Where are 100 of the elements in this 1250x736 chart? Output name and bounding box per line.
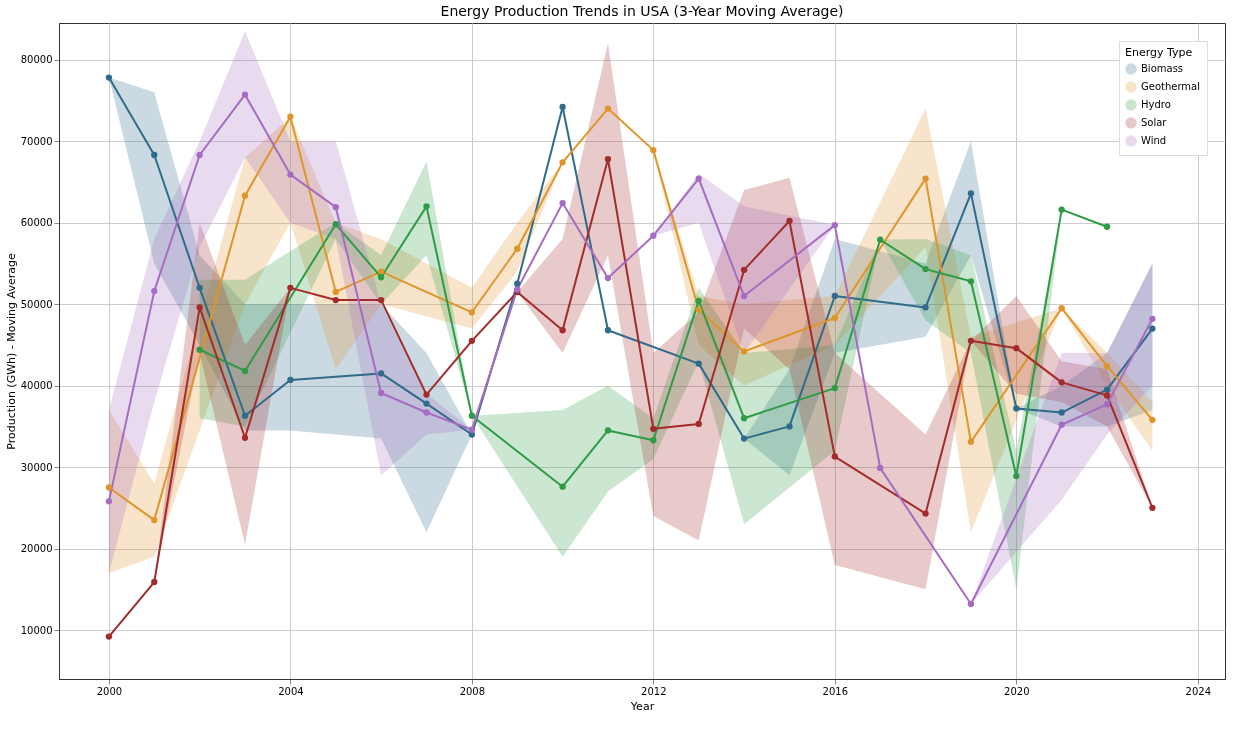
point <box>241 91 249 98</box>
point <box>1013 344 1020 352</box>
point <box>514 280 521 287</box>
point <box>151 516 158 524</box>
point <box>1058 421 1065 428</box>
point <box>1103 401 1111 408</box>
point <box>377 389 385 397</box>
point <box>604 105 612 112</box>
point <box>786 423 793 430</box>
point <box>332 204 339 211</box>
point <box>740 292 748 300</box>
point <box>740 415 748 422</box>
x-tick-label: 2024 <box>1185 685 1211 697</box>
point <box>1149 416 1156 424</box>
y-tick-label: 40000 <box>20 380 53 392</box>
point <box>241 367 249 375</box>
point <box>1103 392 1111 399</box>
point <box>559 199 566 207</box>
point <box>332 296 339 304</box>
point <box>423 391 430 398</box>
point <box>241 192 249 199</box>
point <box>650 232 657 239</box>
point <box>967 600 975 608</box>
point <box>468 412 476 419</box>
point <box>831 314 838 322</box>
legend-label: Geothermal <box>1141 81 1201 92</box>
y-tick-label: 70000 <box>20 135 53 147</box>
x-tick-label: 2008 <box>459 685 486 697</box>
point <box>695 175 702 182</box>
legend-title: Energy Type <box>1125 46 1193 59</box>
point <box>287 113 294 120</box>
point <box>423 409 430 416</box>
point <box>468 337 476 344</box>
point <box>468 426 476 433</box>
point <box>105 498 113 505</box>
point <box>786 217 793 225</box>
point <box>695 360 702 367</box>
point <box>377 274 385 281</box>
point <box>967 337 975 344</box>
legend-label: Hydro <box>1141 99 1171 110</box>
point <box>559 103 566 111</box>
point <box>377 268 385 275</box>
point <box>650 437 657 444</box>
point <box>196 151 203 159</box>
point <box>831 384 838 392</box>
point <box>423 203 430 210</box>
point <box>332 221 339 228</box>
point <box>423 400 430 407</box>
point <box>740 435 748 442</box>
point <box>604 427 612 434</box>
point <box>1058 305 1065 312</box>
point <box>105 484 113 491</box>
point <box>287 171 294 178</box>
y-tick-label: 20000 <box>20 543 53 555</box>
point <box>831 453 838 460</box>
y-tick-label: 50000 <box>20 298 53 310</box>
point <box>695 297 702 305</box>
point <box>514 245 521 252</box>
point <box>967 190 975 197</box>
legend-label: Wind <box>1141 135 1167 146</box>
point <box>1103 362 1111 370</box>
x-axis-title: Year <box>629 699 655 713</box>
x-tick-label: 2004 <box>278 685 304 697</box>
point <box>241 434 249 441</box>
point <box>1149 325 1156 332</box>
point <box>287 376 294 384</box>
x-tick-label: 2020 <box>1004 685 1030 697</box>
point <box>559 159 566 166</box>
point <box>967 438 975 446</box>
point <box>1058 379 1065 386</box>
point <box>740 348 748 355</box>
point <box>604 155 612 163</box>
point <box>877 236 884 243</box>
point <box>922 175 929 182</box>
point <box>831 221 838 229</box>
x-tick-label: 2012 <box>641 685 667 697</box>
point <box>967 278 975 285</box>
legend-label: Biomass <box>1141 63 1184 74</box>
point <box>151 151 158 159</box>
y-tick-label: 60000 <box>20 217 53 229</box>
chart-title: Energy Production Trends in USA (3-Year Moving Average) <box>440 3 844 19</box>
point <box>1103 386 1111 393</box>
point <box>151 287 158 295</box>
point <box>922 304 929 311</box>
x-tick-label: 2016 <box>822 685 849 697</box>
point <box>1149 315 1156 322</box>
point <box>604 327 612 334</box>
point <box>831 292 838 300</box>
point <box>740 266 748 274</box>
point <box>695 420 702 428</box>
point <box>1058 206 1065 213</box>
point <box>1013 405 1020 412</box>
point <box>377 370 385 377</box>
legend-label: Solar <box>1141 117 1168 128</box>
point <box>559 327 566 334</box>
point <box>151 578 158 586</box>
point <box>105 74 113 81</box>
y-axis-title: Production (GWh) - Moving Average <box>4 253 18 450</box>
point <box>377 296 385 304</box>
x-tick-label: 2000 <box>96 685 123 697</box>
